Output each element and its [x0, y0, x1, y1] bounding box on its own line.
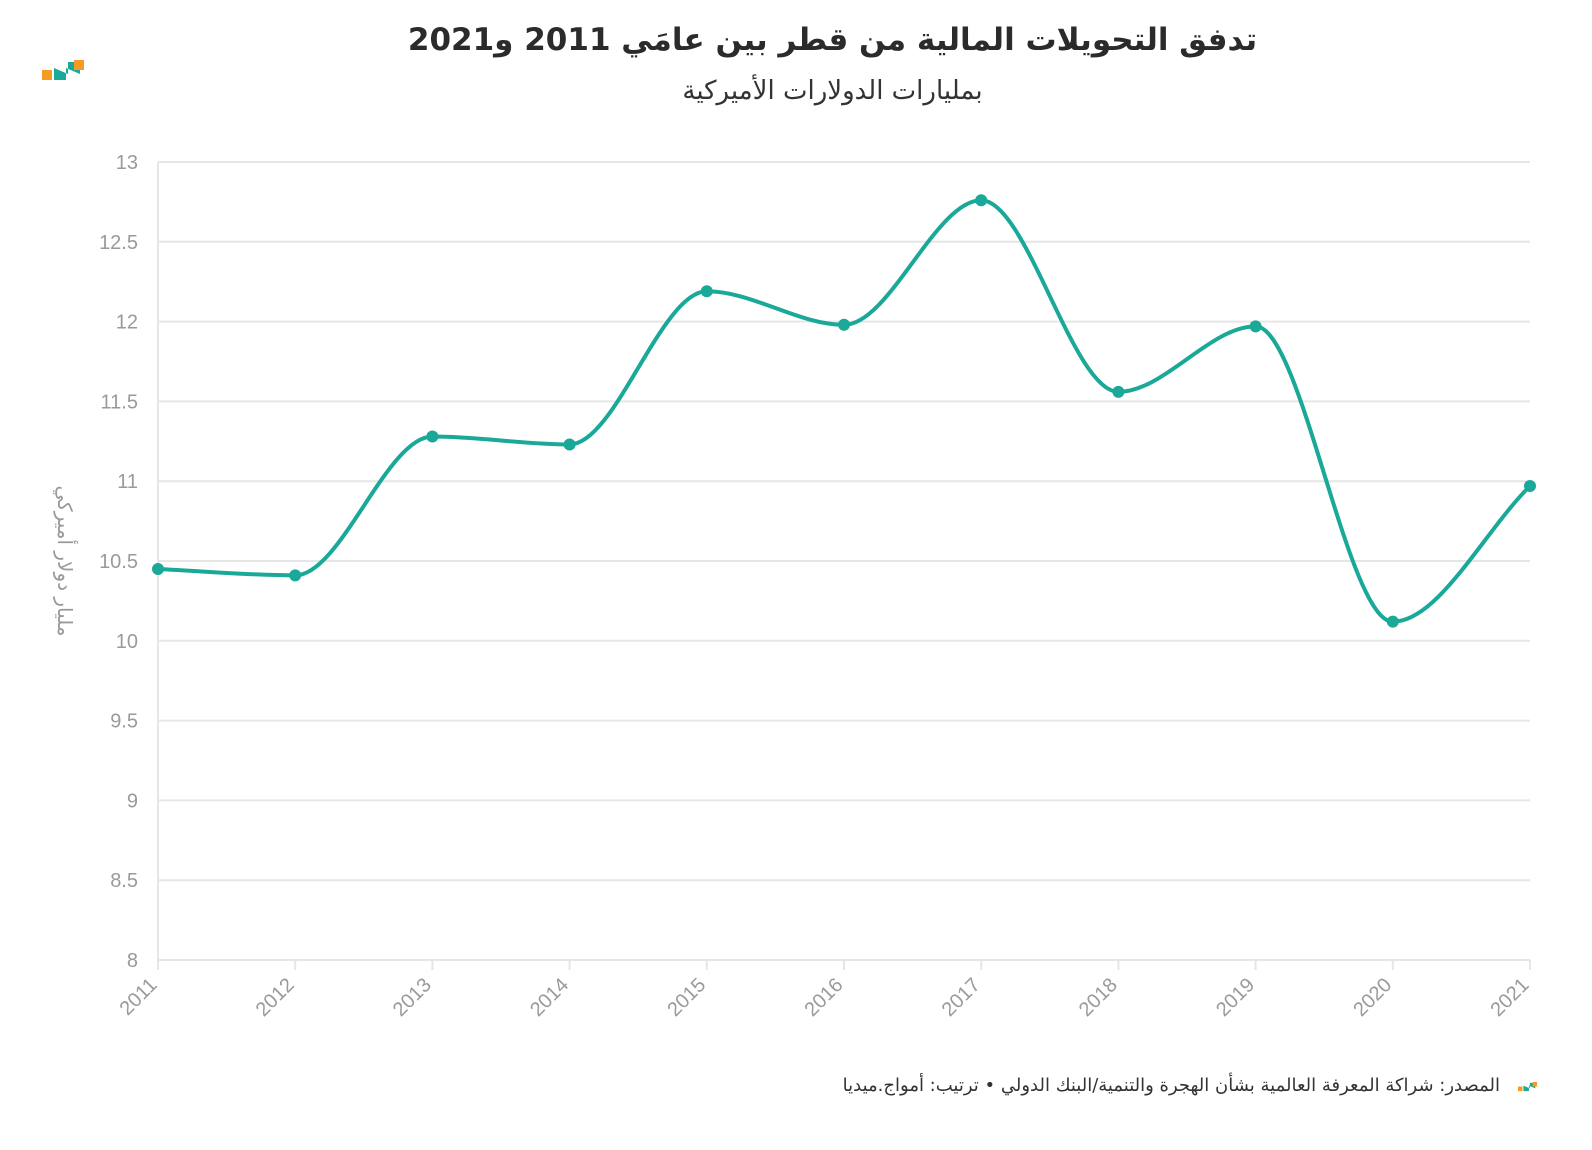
line-layer	[156, 198, 1532, 624]
data-point-2019[interactable]	[1249, 320, 1262, 333]
data-point-2018[interactable]	[1112, 385, 1125, 398]
amwaj-logo-icon	[42, 60, 84, 80]
y-tick-label: 11	[117, 471, 138, 493]
x-tick-label: 2013	[389, 974, 436, 1021]
data-point-2020[interactable]	[1386, 615, 1399, 628]
data-point-2013[interactable]	[426, 430, 439, 443]
grid-layer	[157, 161, 1531, 970]
y-tick-label: 9	[127, 790, 138, 812]
y-tick-label: 8	[127, 950, 138, 972]
amwaj-logo-icon	[1518, 1082, 1538, 1092]
x-tick-label: 2020	[1349, 974, 1396, 1021]
y-tick-label: 8.5	[110, 870, 138, 892]
x-tick-label: 2012	[252, 974, 299, 1021]
data-point-2014[interactable]	[563, 438, 576, 451]
x-tick-label: 2016	[801, 974, 848, 1021]
y-tick-label: 10.5	[99, 551, 138, 573]
data-point-2016[interactable]	[838, 318, 850, 331]
y-tick-label: 9.5	[110, 711, 138, 733]
chart-title: تدفق التحويلات المالية من قطر بين عامَي …	[407, 22, 1258, 58]
x-tick-label: 2019	[1212, 974, 1259, 1021]
data-point-2017[interactable]	[975, 194, 988, 207]
data-point-2021[interactable]	[1524, 479, 1536, 492]
point-layer	[152, 194, 1536, 628]
y-tick-label: 12.5	[99, 232, 138, 254]
axis-layer: 8 8.5 9 9.5 10 10.5 11 11.5 12 12.5 13 2011 2012 2013…	[99, 152, 1533, 1021]
data-point-2011[interactable]	[152, 562, 164, 575]
x-tick-label: 2011	[116, 974, 162, 1020]
y-tick-label: 13	[116, 152, 138, 174]
x-tick-label: 2014	[526, 974, 573, 1021]
source-footer: المصدر: شراكة المعرفة العالمية بشأن الهج…	[842, 1075, 1500, 1096]
x-tick-label: 2015	[663, 974, 710, 1021]
x-tick-label: 2017	[938, 974, 985, 1021]
y-tick-label: 11.5	[101, 391, 138, 413]
y-tick-label: 10	[116, 631, 138, 653]
x-tick-label: 2021	[1487, 974, 1534, 1021]
y-tick-label: 12	[116, 312, 138, 334]
data-point-2012[interactable]	[289, 569, 302, 582]
y-axis-title: مليار دولار أميركي	[52, 486, 78, 637]
x-tick-label: 2018	[1075, 974, 1122, 1021]
series-line	[156, 198, 1532, 624]
data-point-2015[interactable]	[700, 285, 713, 298]
chart-subtitle: بمليارات الدولارات الأميركية	[682, 76, 983, 106]
